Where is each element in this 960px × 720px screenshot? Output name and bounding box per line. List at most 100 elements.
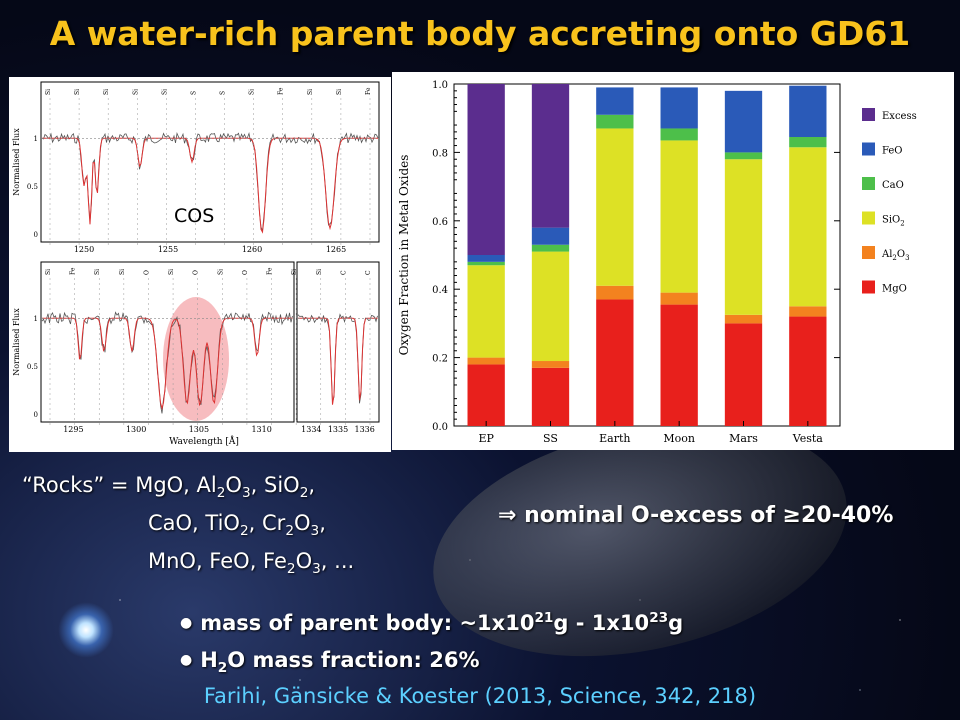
bar-ss-cao <box>531 244 570 252</box>
bar-ep-al2o3 <box>467 357 505 365</box>
bar-vesta-al2o3 <box>789 306 827 317</box>
spectrum-x-tick: 1336 <box>354 425 374 434</box>
oxygen-fraction-chart: 0.0 0.2 0.4 0.6 0.8 1.0 EP SS Earth Moon Mars Vest… <box>397 80 917 445</box>
spectrum-x-tick: 1305 <box>189 425 209 434</box>
top-ylabel: Normalised Flux <box>12 128 21 196</box>
line-id-label: C <box>365 270 372 275</box>
bar-moon-al2o3 <box>660 292 698 305</box>
chart-ylabel: Oxygen Fraction in Metal Oxides <box>397 155 411 356</box>
x-tick-label: Mars <box>729 432 758 445</box>
water-fraction-bullet: ● H2O mass fraction: 26% <box>180 648 480 677</box>
bar-ep-sio2 <box>467 265 505 358</box>
legend-swatch-cao <box>862 177 875 190</box>
bar-ep-cao <box>467 261 505 266</box>
bar-moon-feo <box>660 87 698 129</box>
spectrum-y-tick: 0.5 <box>27 363 38 371</box>
plot-frame <box>453 83 841 427</box>
bar-moon-cao <box>660 128 698 141</box>
bar-ep-excess <box>467 84 505 255</box>
legend-swatch-al2o3 <box>862 246 875 259</box>
bar-earth-feo <box>596 87 634 115</box>
bar-vesta-sio2 <box>789 147 827 307</box>
spectrum-x-tick: 1310 <box>251 425 271 434</box>
bar-moon-sio2 <box>660 140 698 293</box>
spectrum-y-tick: 0.5 <box>27 183 38 191</box>
y-tick-label: 1.0 <box>432 80 448 91</box>
bar-vesta-cao <box>789 137 827 148</box>
x-tick-label: Earth <box>599 432 630 445</box>
bar-mars-al2o3 <box>724 314 763 324</box>
rocks-prefix: “Rocks” = <box>22 473 136 497</box>
bar-earth-sio2 <box>596 128 634 286</box>
legend-swatch-sio2 <box>862 211 875 225</box>
line-id-label: S <box>190 91 197 95</box>
observed-spectrum <box>297 313 378 404</box>
bottom-ylabel: Normalised Flux <box>12 308 21 376</box>
line-id-label: Si <box>132 89 139 95</box>
line-id-label: Fe <box>267 267 274 275</box>
line-id-label: Si <box>249 89 256 95</box>
bar-vesta-feo <box>789 85 827 138</box>
legend-label-sio2: SiO2 <box>882 215 905 228</box>
y-tick-label: 0.2 <box>432 354 448 365</box>
model-spectrum <box>42 317 293 411</box>
legend-label-mgo: MgO <box>882 284 907 295</box>
bar-mars-sio2 <box>724 159 763 315</box>
spectrum-x-tick: 1335 <box>328 425 348 434</box>
line-id-label: Si <box>45 269 52 275</box>
x-tick-label: SS <box>543 432 558 445</box>
spectra-figure: 1250 1255 1260 1265 1295 1300 1305 1310 1334 1335… <box>12 81 380 447</box>
line-id-label: O <box>143 270 150 275</box>
legend-label-excess: Excess <box>882 111 917 122</box>
line-id-label: C <box>340 270 347 275</box>
citation: Farihi, Gänsicke & Koester (2013, Scienc… <box>203 684 757 708</box>
bar-earth-al2o3 <box>596 285 634 300</box>
legend-swatch-feo <box>862 142 875 156</box>
line-id-label: Si <box>45 89 52 95</box>
line-id-label: Si <box>94 269 101 275</box>
y-tick-label: 0.4 <box>432 285 448 296</box>
spectrum-y-tick: 1 <box>34 135 38 143</box>
legend-label-cao: CaO <box>882 180 904 191</box>
spectrum-x-tick: 1255 <box>158 245 178 254</box>
y-tick-label: 0.6 <box>432 217 448 228</box>
spectrum-y-tick: 0 <box>34 411 38 419</box>
bottom-left-spectrum-frame <box>40 261 295 423</box>
x-tick-label: Vesta <box>792 432 824 445</box>
bar-mars-cao <box>724 152 763 160</box>
bar-ep-mgo <box>467 364 505 426</box>
y-tick-label: 0.8 <box>432 148 448 159</box>
line-id-label: S <box>220 91 227 95</box>
line-id-label: Fe <box>365 87 372 95</box>
bar-ss-feo <box>531 227 570 245</box>
line-id-label: Si <box>168 269 175 275</box>
spectrum-x-tick: 1295 <box>63 425 83 434</box>
line-id-label: O <box>242 270 249 275</box>
result-bullets: ● mass of parent body: ~1x1021g - 1x1023g… <box>180 600 683 687</box>
spectrum-x-tick: 1300 <box>126 425 146 434</box>
line-id-label: Si <box>316 269 323 275</box>
line-id-label: Si <box>119 269 126 275</box>
legend-label-feo: FeO <box>882 146 903 157</box>
mass-bullet: ● mass of parent body: ~1x1021g - 1x1023g <box>180 610 684 635</box>
bar-earth-cao <box>596 114 634 129</box>
bar-vesta-mgo <box>789 316 827 426</box>
bar-mars-feo <box>724 90 763 153</box>
oxygen-fraction-chart-panel: 0.0 0.2 0.4 0.6 0.8 1.0 EP SS Earth Moon Mars Vest… <box>392 72 954 450</box>
bar-ss-mgo <box>531 367 570 426</box>
rocks-definition: “Rocks” = MgO, Al2O3, SiO2, CaO, TiO2, C… <box>22 473 355 578</box>
y-tick-label: 0.0 <box>432 422 448 433</box>
bar-mars-mgo <box>724 323 763 426</box>
spectrum-y-tick: 1 <box>34 315 38 323</box>
line-id-label: Fe <box>278 87 285 95</box>
bar-moon-mgo <box>660 304 698 426</box>
line-id-label: Si <box>217 269 224 275</box>
line-id-label: Si <box>307 89 314 95</box>
line-id-label: Si <box>291 269 298 275</box>
line-id-label: Si <box>336 89 343 95</box>
line-id-label: Si <box>103 89 110 95</box>
line-id-label: Si <box>74 89 81 95</box>
bar-ss-sio2 <box>531 251 570 362</box>
spectrum-x-tick: 1250 <box>74 245 94 254</box>
top-spectrum-frame <box>40 81 380 243</box>
